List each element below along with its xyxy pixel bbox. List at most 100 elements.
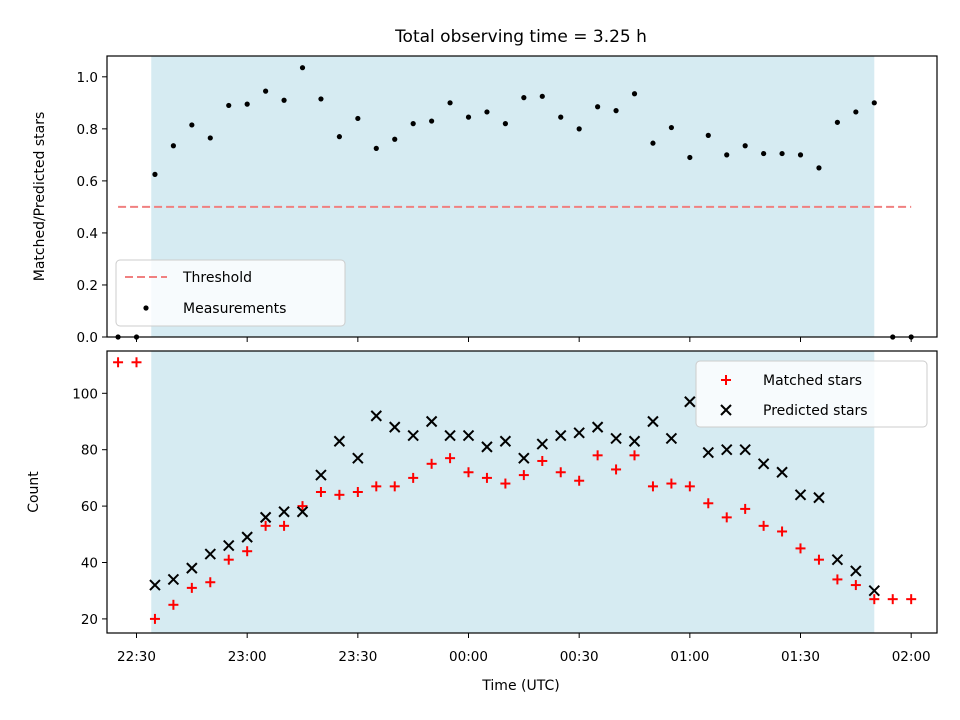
bottom-x-ticks: 22:30 23:00 23:30 00:00 00:30 01:00 01:30 02:00 xyxy=(117,633,931,665)
matched-star-point xyxy=(795,543,806,554)
matched-star-point xyxy=(684,481,695,492)
top-y-axis-label: Matched/Predicted stars xyxy=(32,112,48,282)
measurement-point xyxy=(687,154,693,161)
predicted-star-point xyxy=(518,452,530,464)
measurement-point xyxy=(797,152,804,158)
marker-d2 xyxy=(462,429,475,442)
y-tick-label: 40 xyxy=(81,556,98,572)
x-tick-label: 01:00 xyxy=(670,649,709,665)
marker-d2 xyxy=(813,491,825,504)
measurement-point xyxy=(650,140,656,146)
measurement-point xyxy=(576,126,582,132)
matched-star-point xyxy=(260,520,271,531)
matched-star-point xyxy=(242,546,253,557)
predicted-star-point xyxy=(499,435,512,447)
measurement-point xyxy=(595,104,601,110)
marker-d2 xyxy=(757,458,770,470)
matched-star-point xyxy=(279,520,290,531)
bottom-y-axis-label: Count xyxy=(26,471,42,513)
measurement-point xyxy=(152,171,158,177)
measurement-point xyxy=(170,143,176,149)
marker-d2 xyxy=(850,565,862,577)
predicted-star-point xyxy=(167,573,180,586)
predicted-star-point xyxy=(721,443,733,456)
y-tick-label: 0.0 xyxy=(77,330,98,346)
marker-d2 xyxy=(665,432,678,445)
measurement-point xyxy=(465,114,472,120)
matched-star-point xyxy=(149,613,160,624)
predicted-star-point xyxy=(684,396,696,408)
matched-star-point xyxy=(113,357,124,368)
predicted-star-point xyxy=(315,469,327,481)
bottom-axes-frame xyxy=(106,350,938,634)
marker-d2 xyxy=(333,435,346,447)
matched-stars-points xyxy=(113,357,917,624)
predicted-star-point xyxy=(370,410,382,422)
matched-star-point xyxy=(518,470,529,481)
measurement-point xyxy=(484,109,490,115)
predicted-star-point xyxy=(536,438,548,450)
marker-d2 xyxy=(241,531,253,543)
measurement-point xyxy=(742,143,748,149)
y-tick-label: 100 xyxy=(72,386,98,402)
matched-star-point xyxy=(223,554,234,565)
marker-d2 xyxy=(352,452,364,464)
matched-star-point xyxy=(906,594,917,605)
x-axis-label: Time (UTC) xyxy=(481,678,559,694)
measurement-point xyxy=(724,152,730,158)
marker-d2 xyxy=(315,469,327,481)
marker-d2 xyxy=(573,427,585,439)
marker-d2 xyxy=(518,452,530,464)
measurement-point xyxy=(761,150,767,157)
measurement-point xyxy=(871,100,877,106)
y-tick-label: 0.6 xyxy=(77,174,98,190)
marker-d2 xyxy=(702,446,714,459)
measurement-point xyxy=(244,101,250,107)
y-tick-label: 1.0 xyxy=(77,70,98,86)
measurement-point xyxy=(502,121,508,127)
predicted-star-point xyxy=(389,421,401,433)
top-panel: 0.0 0.2 0.4 0.6 0.8 1.0 Matched/Predicted sta… xyxy=(32,55,938,346)
legend-threshold-label: Threshold xyxy=(182,270,252,286)
marker-d2 xyxy=(149,579,161,591)
matched-star-point xyxy=(703,498,714,509)
marker-d2 xyxy=(536,438,548,450)
legend-x-marker xyxy=(720,404,732,416)
predicted-star-point xyxy=(333,435,346,447)
legend-matched-label: Matched stars xyxy=(763,373,862,389)
matched-star-point xyxy=(500,478,511,489)
bottom-panel: 20 40 60 80 100 22:30 23:00 23:30 00:00 00:30 01:… xyxy=(26,350,938,694)
marker-d2 xyxy=(278,506,290,518)
legend-predicted-label: Predicted stars xyxy=(763,403,868,419)
measurement-point xyxy=(853,109,859,115)
predicted-star-point xyxy=(647,415,659,428)
marker-d2 xyxy=(296,506,309,518)
y-tick-label: 0.4 xyxy=(77,226,98,242)
predicted-star-point xyxy=(444,429,456,442)
matched-star-point xyxy=(334,489,345,500)
measurement-point xyxy=(539,93,545,99)
predicted-star-point xyxy=(425,415,438,428)
top-axes-frame xyxy=(106,55,938,338)
bottom-y-ticks: 20 40 60 80 100 xyxy=(72,386,107,628)
marker-d2 xyxy=(831,553,844,566)
marker-d2 xyxy=(259,511,272,524)
matched-star-point xyxy=(777,526,788,537)
measurement-point xyxy=(318,96,324,102)
measurement-point xyxy=(816,165,822,171)
matched-star-point xyxy=(389,481,400,492)
matched-star-point xyxy=(352,487,363,497)
marker-d2 xyxy=(868,584,880,597)
matched-star-point xyxy=(574,475,585,486)
measurement-point xyxy=(521,95,527,101)
measurement-point xyxy=(631,91,638,97)
matched-star-point xyxy=(537,455,548,466)
measurement-point xyxy=(355,115,361,122)
marker-d2 xyxy=(794,489,807,501)
matched-star-point xyxy=(850,580,861,591)
y-tick-label: 0.8 xyxy=(77,122,98,138)
matched-star-point xyxy=(168,599,179,610)
marker-d2 xyxy=(407,429,419,442)
marker-d2 xyxy=(499,435,512,447)
